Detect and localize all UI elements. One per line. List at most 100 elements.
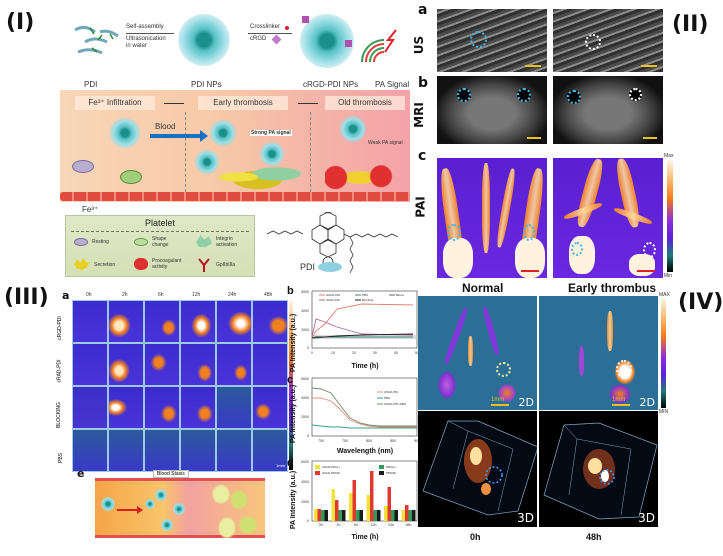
colorbar-min: MIN (659, 409, 669, 415)
blood-stasis-illustration (95, 478, 265, 539)
pa-2d-image-0h: 1mm 2D (418, 296, 537, 410)
pa-cell (252, 300, 288, 343)
pa-cell (144, 386, 180, 429)
signal-region (609, 384, 631, 404)
pa-cell (180, 300, 216, 343)
tag-2d: 2D (639, 396, 655, 409)
tp-12h: 12h (192, 292, 201, 298)
modality-mri: MRI (411, 102, 426, 128)
tp-24h: 24h (228, 292, 237, 298)
legend-integrin-activation: Integrin activation (216, 236, 238, 248)
procoagulant-cluster (325, 165, 395, 190)
thrombosis-mechanism-illustration: Fe³⁺ Infiltration Early thrombosis Old t… (60, 90, 410, 202)
crosslinker-dot (285, 26, 289, 30)
colorbar-max: MAX (659, 292, 670, 298)
pdi-structure-icon (266, 202, 399, 274)
nanoparticle (145, 499, 155, 509)
pai-image-normal (437, 158, 547, 278)
colorbar-max: Max (664, 153, 674, 159)
pdi-schematic-icon (318, 262, 342, 272)
crgd-icon (271, 34, 282, 45)
svg-text:cRAD-PDI: cRAD-PDI (326, 298, 340, 302)
pa-cell (108, 343, 144, 386)
fe-ion-label: Fe³⁺ (82, 205, 99, 214)
svg-text:2000: 2000 (301, 328, 309, 332)
svg-text:4000: 4000 (301, 309, 309, 313)
step2-crosslinker: Crosslinker (250, 24, 281, 30)
svg-text:0: 0 (311, 351, 313, 355)
svg-text:PBS(R): PBS(R) (386, 471, 396, 475)
svg-text:cRGD-PDI+PBS: cRGD-PDI+PBS (384, 402, 406, 406)
shape-change-platelet (120, 170, 142, 184)
panel-label-II: (II) (672, 12, 709, 37)
row-letter-b: b (418, 75, 429, 91)
pa-cell (144, 429, 180, 472)
stage-fe-infiltration: Fe³⁺ Infiltration (75, 96, 155, 110)
scale-bar (527, 137, 541, 139)
column-0h: 0h (470, 532, 481, 542)
shape-change-icon (134, 238, 148, 246)
pa-cell (216, 343, 252, 386)
step2-arrow (248, 33, 292, 34)
group-label-crad: cRAD-PDI (56, 359, 63, 383)
step1-line1: Self-assembly (126, 24, 164, 30)
step1-line2: Ultrasonication (126, 36, 166, 42)
pa-cell (72, 429, 108, 472)
stage-arrow-2 (298, 103, 318, 104)
flow-arrow (117, 509, 137, 511)
roi-circle (457, 88, 471, 102)
scale-bar (641, 65, 657, 67)
scale-label: 1mm (491, 397, 505, 403)
label-pdi: PDI (84, 80, 98, 89)
svg-text:50: 50 (415, 351, 419, 355)
stage-old-thrombosis: Old thrombosis (325, 96, 405, 110)
step1-arrow (126, 33, 174, 34)
scale-bar (491, 404, 509, 406)
roi-circle (447, 224, 461, 241)
tp-6h: 6h (158, 292, 164, 298)
nanoparticle (110, 118, 140, 148)
tp-48h: 48h (264, 292, 273, 298)
step2-crgd: cRGD (250, 36, 267, 42)
panel-label-III: (III) (4, 285, 49, 310)
label-crgd-pdi-nps: cRGD-PDI NPs (303, 80, 359, 89)
svg-text:2000: 2000 (301, 500, 309, 504)
scale-bar (637, 270, 655, 272)
roi-circle (585, 34, 601, 50)
pdi-molecule-cluster (70, 20, 125, 60)
pa-cell (252, 343, 288, 386)
svg-text:48h: 48h (406, 523, 412, 527)
svg-text:850: 850 (390, 439, 396, 443)
modality-pai: PAI (413, 196, 428, 218)
roi-circle (523, 224, 535, 241)
pa-cell (72, 300, 108, 343)
pa-cell (144, 300, 180, 343)
pa-2d-image-48h: 1mm 2D (539, 296, 658, 410)
vessel (482, 163, 490, 253)
scale-bar (612, 404, 630, 406)
endothelium (60, 192, 410, 201)
pdi-nanoparticle (178, 14, 230, 66)
svg-text:40: 40 (394, 351, 398, 355)
pdi-cluster-icon (74, 25, 119, 55)
legend-title: Platelet (144, 218, 176, 228)
platelet-aggregate (210, 162, 305, 192)
tag-3d: 3D (517, 511, 534, 525)
bright-region (569, 236, 595, 274)
crgd-ligand-icon (302, 16, 309, 23)
crgd-ligand-icon (345, 40, 352, 47)
svg-text:cRGD-PDI(L): cRGD-PDI(L) (322, 465, 340, 469)
group-label-crgd: cRGD-PDI (56, 316, 63, 340)
subpanel-a-letter: a (62, 289, 70, 302)
pa-cell (180, 429, 216, 472)
roi-circle (470, 31, 487, 48)
legend-secretion: Secretion (94, 262, 116, 268)
svg-text:cRGD-PDI: cRGD-PDI (384, 390, 398, 394)
integrin-activation-icon (196, 235, 212, 247)
svg-text:24h: 24h (388, 523, 394, 527)
pa-cell (144, 343, 180, 386)
pa-2d-colorbar (661, 298, 666, 408)
chart-d-ylabel: PA Intensity (a.u.) (290, 471, 297, 529)
svg-text:0: 0 (307, 519, 309, 523)
label-pdi-nps: PDI NPs (191, 80, 222, 89)
